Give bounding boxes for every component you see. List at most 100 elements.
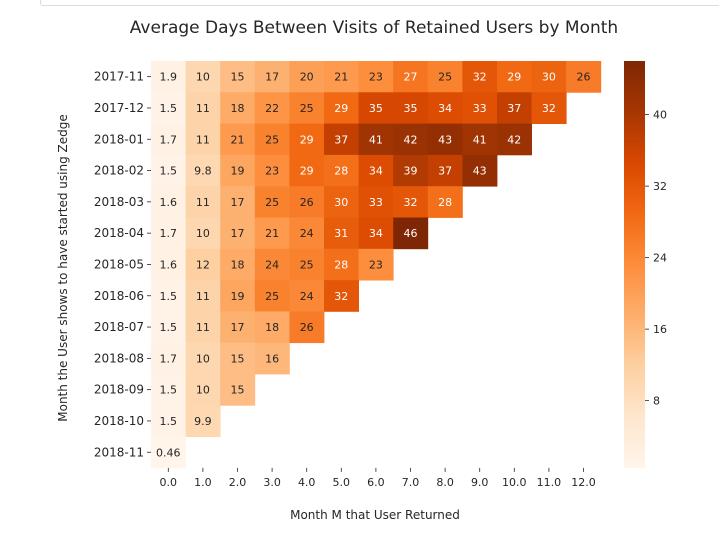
cell-value-label: 11 bbox=[196, 290, 210, 303]
heatmap-cell bbox=[185, 405, 221, 437]
cell-value-label: 32 bbox=[404, 196, 418, 209]
heatmap-cell bbox=[185, 248, 221, 281]
y-tick-label: 2017-12 bbox=[94, 101, 144, 115]
heatmap-cell bbox=[151, 217, 186, 250]
heatmap-cell bbox=[531, 61, 567, 93]
y-axis-tick-labels: 2017-11 2017-12 2018-01 2018-02 2018-03 2018-… bbox=[94, 70, 151, 459]
heatmap-cell bbox=[427, 123, 463, 156]
cell-value-label: 1.5 bbox=[160, 165, 178, 178]
heatmap-cell bbox=[254, 248, 290, 281]
heatmap-cell bbox=[254, 123, 290, 156]
cell-value-label: 11 bbox=[196, 196, 210, 209]
heatmap-cell bbox=[220, 342, 256, 375]
cell-value-label: 35 bbox=[404, 102, 418, 115]
cell-value-label: 17 bbox=[231, 227, 245, 240]
x-axis-label: Month M that User Returned bbox=[290, 508, 460, 522]
heatmap-cell bbox=[324, 92, 359, 124]
heatmap-cell bbox=[254, 342, 290, 375]
heatmap-cell bbox=[393, 92, 429, 124]
cell-value-label: 1.6 bbox=[160, 258, 178, 271]
cell-value-label: 33 bbox=[473, 102, 487, 115]
heatmap-cell bbox=[324, 186, 359, 218]
heatmap-cell bbox=[151, 342, 186, 375]
heatmap-cell bbox=[185, 154, 221, 187]
x-tick-label: 3.0 bbox=[263, 476, 281, 489]
cell-value-label: 18 bbox=[231, 102, 245, 115]
chart-title: Average Days Between Visits of Retained … bbox=[130, 18, 618, 38]
heatmap-cell bbox=[462, 123, 498, 156]
cell-value-label: 25 bbox=[438, 71, 452, 84]
x-tick-label: 9.0 bbox=[471, 476, 489, 489]
cell-value-label: 18 bbox=[265, 321, 279, 334]
y-tick-label: 2018-09 bbox=[94, 383, 144, 397]
cell-value-label: 1.5 bbox=[160, 102, 178, 115]
cell-value-label: 23 bbox=[369, 71, 383, 84]
cell-value-label: 32 bbox=[334, 290, 348, 303]
heatmap-cell bbox=[185, 123, 221, 156]
cell-value-label: 15 bbox=[231, 384, 245, 397]
heatmap-cell bbox=[289, 280, 325, 312]
heatmap-cell bbox=[220, 123, 256, 156]
heatmap-cell bbox=[324, 248, 359, 281]
heatmap-cell bbox=[324, 61, 359, 93]
heatmap-cell bbox=[151, 186, 186, 218]
heatmap-cell bbox=[254, 311, 290, 344]
y-tick-label: 2018-06 bbox=[94, 289, 144, 303]
y-axis-label: Month the User shows to have started usi… bbox=[56, 114, 70, 422]
heatmap-cell bbox=[220, 280, 256, 312]
cell-value-label: 24 bbox=[300, 227, 314, 240]
y-tick-label: 2018-01 bbox=[94, 132, 144, 146]
heatmap-cell bbox=[185, 217, 221, 250]
cell-value-label: 34 bbox=[438, 102, 452, 115]
cell-value-label: 21 bbox=[265, 227, 279, 240]
colorbar-tick-label: 40 bbox=[653, 109, 667, 122]
cell-value-label: 41 bbox=[369, 133, 383, 146]
heatmap-cell bbox=[185, 61, 221, 93]
cell-value-label: 15 bbox=[231, 352, 245, 365]
cell-value-label: 42 bbox=[507, 133, 521, 146]
cell-value-label: 17 bbox=[231, 196, 245, 209]
heatmap-cell bbox=[151, 280, 186, 312]
cell-value-label: 10 bbox=[196, 352, 210, 365]
heatmap-cell bbox=[427, 186, 463, 218]
heatmap-cell bbox=[220, 248, 256, 281]
x-tick-label: 0.0 bbox=[160, 476, 178, 489]
heatmap-cell bbox=[393, 61, 429, 93]
heatmap-cell bbox=[254, 280, 290, 312]
x-tick-label: 2.0 bbox=[229, 476, 247, 489]
y-tick-label: 2018-08 bbox=[94, 351, 144, 365]
cell-value-label: 25 bbox=[265, 290, 279, 303]
heatmap-cell bbox=[185, 186, 221, 218]
cell-value-label: 35 bbox=[369, 102, 383, 115]
heatmap-cell bbox=[531, 92, 567, 124]
cell-value-label: 15 bbox=[231, 71, 245, 84]
heatmap-cell bbox=[358, 92, 394, 124]
colorbar-tick-label: 8 bbox=[653, 395, 660, 408]
notebook-cell-edge bbox=[0, 0, 719, 6]
heatmap-cell bbox=[220, 154, 256, 187]
heatmap-cell bbox=[220, 186, 256, 218]
heatmap-cell bbox=[358, 61, 394, 93]
cell-value-label: 37 bbox=[438, 165, 452, 178]
cell-value-label: 28 bbox=[438, 196, 452, 209]
cell-value-label: 23 bbox=[369, 258, 383, 271]
y-tick-label: 2017-11 bbox=[94, 70, 144, 84]
cell-value-label: 25 bbox=[300, 258, 314, 271]
colorbar-tick-label: 24 bbox=[653, 252, 667, 265]
heatmap-cell bbox=[324, 154, 359, 187]
cell-value-label: 25 bbox=[265, 133, 279, 146]
heatmap-cell bbox=[358, 154, 394, 187]
heatmap-cell bbox=[254, 154, 290, 187]
heatmap-cell bbox=[427, 154, 463, 187]
heatmap-cell bbox=[151, 154, 186, 187]
heatmap-cell bbox=[393, 154, 429, 187]
x-tick-label: 6.0 bbox=[367, 476, 385, 489]
cell-value-label: 39 bbox=[404, 165, 418, 178]
x-axis-tick-labels: 0.0 1.0 2.0 3.0 4.0 5.0 6.0 7.0 8.0 9.0 10.0 11.0 12… bbox=[160, 467, 596, 489]
colorbar bbox=[624, 61, 645, 468]
cell-value-label: 18 bbox=[231, 258, 245, 271]
cell-value-label: 20 bbox=[300, 71, 314, 84]
colorbar-ticks: 8 16 24 32 40 bbox=[645, 109, 667, 408]
heatmap-cell bbox=[151, 123, 186, 156]
